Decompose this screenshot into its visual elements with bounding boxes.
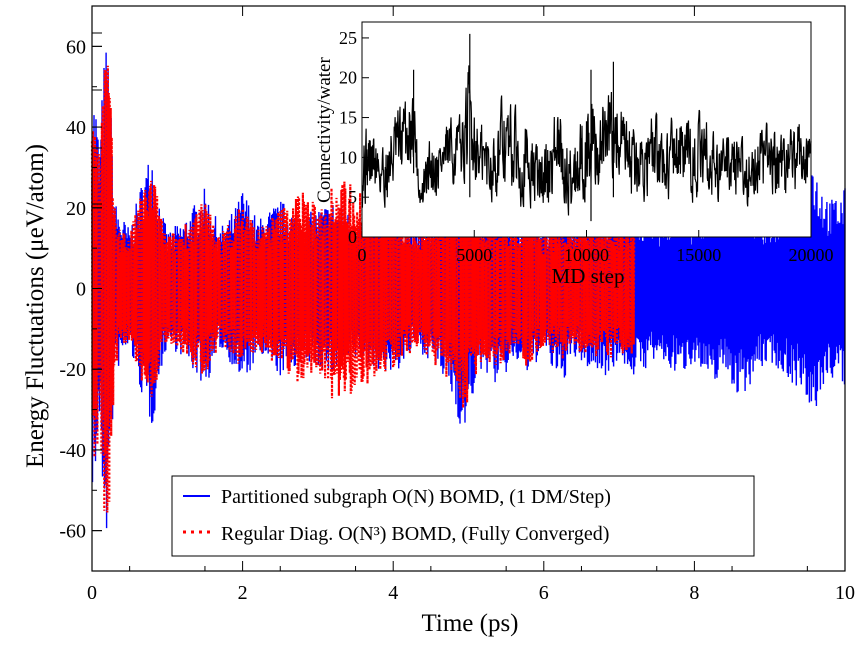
y-tick-label: 20 xyxy=(66,198,86,220)
inset-y-tick-label: 5 xyxy=(348,187,357,207)
main-y-axis-label: Energy Fluctuations (μeV/atom) xyxy=(22,144,49,468)
legend-label-red: Regular Diag. O(N³) BOMD, (Fully Converg… xyxy=(221,523,609,545)
x-tick-label: 10 xyxy=(835,582,855,604)
inset-series-line xyxy=(361,33,812,222)
inset-x-axis-label: MD step xyxy=(552,264,625,288)
main-ticks-layer: 0 2 4 6 8 10 -60 -40 -20 0 20 40 60 xyxy=(59,6,855,604)
x-tick-label: 6 xyxy=(539,582,549,604)
inset-x-tick-label: 20000 xyxy=(789,245,834,265)
y-tick-label: 40 xyxy=(66,117,86,139)
inset-y-tick-label: 10 xyxy=(339,147,357,167)
x-tick-label: 4 xyxy=(388,582,398,604)
inset-x-tick-label: 10000 xyxy=(564,245,609,265)
inset-x-tick-label: 5000 xyxy=(456,245,492,265)
legend-label-blue: Partitioned subgraph O(N) BOMD, (1 DM/St… xyxy=(221,486,611,508)
inset-series-layer xyxy=(361,33,812,222)
inset-x-tick-label: 15000 xyxy=(676,245,721,265)
inset-y-tick-label: 15 xyxy=(339,108,357,128)
y-tick-label: -60 xyxy=(59,521,86,543)
x-tick-label: 0 xyxy=(87,582,97,604)
y-tick-label: 60 xyxy=(66,36,86,58)
y-tick-label: 0 xyxy=(76,279,86,301)
inset-y-tick-label: 20 xyxy=(339,68,357,88)
y-tick-label: -20 xyxy=(59,359,86,381)
x-tick-label: 8 xyxy=(689,582,699,604)
inset-y-tick-label: 0 xyxy=(348,227,357,247)
inset-ticks-layer: 0 5000 10000 15000 20000 0 5 10 15 20 25 xyxy=(339,28,834,265)
inset-y-tick-label: 25 xyxy=(339,28,357,48)
legend: Partitioned subgraph O(N) BOMD, (1 DM/St… xyxy=(171,475,755,557)
inset-x-tick-label: 0 xyxy=(358,245,367,265)
inset-y-axis-label: Connectivity/water xyxy=(314,57,335,203)
main-x-axis-label: Time (ps) xyxy=(421,610,518,637)
legend-box xyxy=(171,475,755,557)
x-tick-label: 2 xyxy=(238,582,248,604)
y-tick-label: -40 xyxy=(59,440,86,462)
